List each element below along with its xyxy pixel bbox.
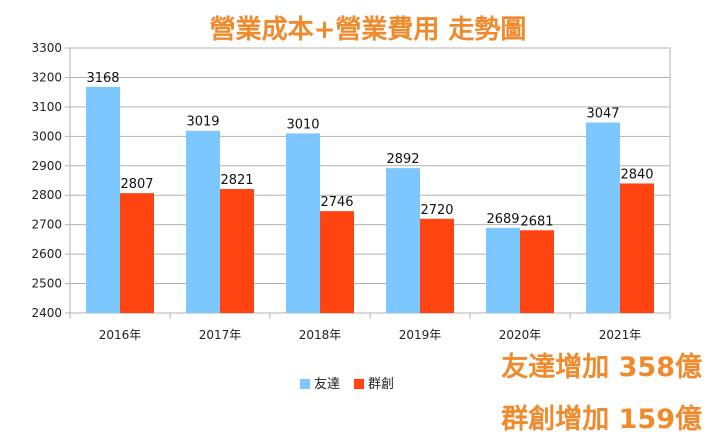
bar	[286, 133, 320, 313]
x-tick-label: 2016年	[99, 328, 142, 342]
bar	[420, 218, 454, 313]
x-axis-ticks: 2016年 2017年 2018年 2019年 2020年 2021年	[69, 313, 671, 342]
bar	[520, 230, 554, 313]
y-tick-label: 2400	[31, 306, 62, 320]
note-auo-increase: 友達增加 358億	[501, 352, 702, 383]
y-axis-ticks: 2400 2500 2600 2700 2800 2900 3000 3100 3200 3300	[31, 41, 70, 320]
data-label: 2807	[120, 177, 153, 192]
plot-frame	[69, 47, 671, 314]
legend-label: 友達	[314, 376, 340, 392]
y-tick-label: 2800	[31, 188, 62, 202]
x-tick-label: 2017年	[199, 328, 242, 342]
y-tick-label: 2700	[31, 218, 62, 232]
y-tick-label: 3000	[31, 129, 62, 143]
x-tick-label: 2019年	[399, 328, 442, 342]
bar	[486, 227, 520, 313]
data-label: 2892	[386, 152, 419, 167]
data-label: 2681	[520, 214, 553, 229]
bar	[220, 189, 254, 313]
y-tick-label: 3200	[31, 70, 62, 84]
legend-label: 群創	[368, 377, 394, 392]
bar	[620, 183, 654, 313]
data-label: 3010	[286, 117, 319, 132]
legend-swatch	[354, 379, 364, 389]
data-label: 3047	[586, 106, 619, 121]
data-label: 2821	[220, 173, 253, 188]
legend-swatch	[300, 379, 310, 389]
data-label: 3168	[86, 71, 119, 86]
data-label: 2840	[620, 167, 653, 182]
y-tick-label: 3300	[31, 41, 62, 55]
data-label: 2720	[420, 203, 453, 218]
bars	[86, 86, 654, 313]
data-label: 3019	[186, 115, 219, 130]
data-labels: 3168 2807 3019 2821 3010 2746 2892 2720 2689 2681…	[86, 71, 653, 229]
grid-lines	[69, 47, 671, 314]
data-label: 2746	[320, 195, 353, 210]
x-tick-label: 2020年	[499, 328, 542, 342]
y-tick-label: 2900	[31, 159, 62, 173]
bar	[586, 122, 620, 313]
x-tick-label: 2018年	[299, 328, 342, 342]
x-tick-label: 2021年	[599, 328, 642, 342]
y-tick-label: 2600	[31, 247, 62, 261]
y-tick-label: 3100	[31, 100, 62, 114]
bar	[86, 86, 120, 313]
note-innolux-increase: 群創增加 159億	[501, 404, 702, 435]
chart-title: 營業成本+營業費用 走勢圖	[210, 15, 527, 45]
bar	[120, 193, 154, 313]
bar	[386, 168, 420, 313]
bar	[320, 211, 354, 313]
data-label: 2689	[486, 212, 519, 227]
bar	[186, 130, 220, 313]
legend: 友達 群創	[300, 376, 394, 392]
y-tick-label: 2500	[31, 277, 62, 291]
